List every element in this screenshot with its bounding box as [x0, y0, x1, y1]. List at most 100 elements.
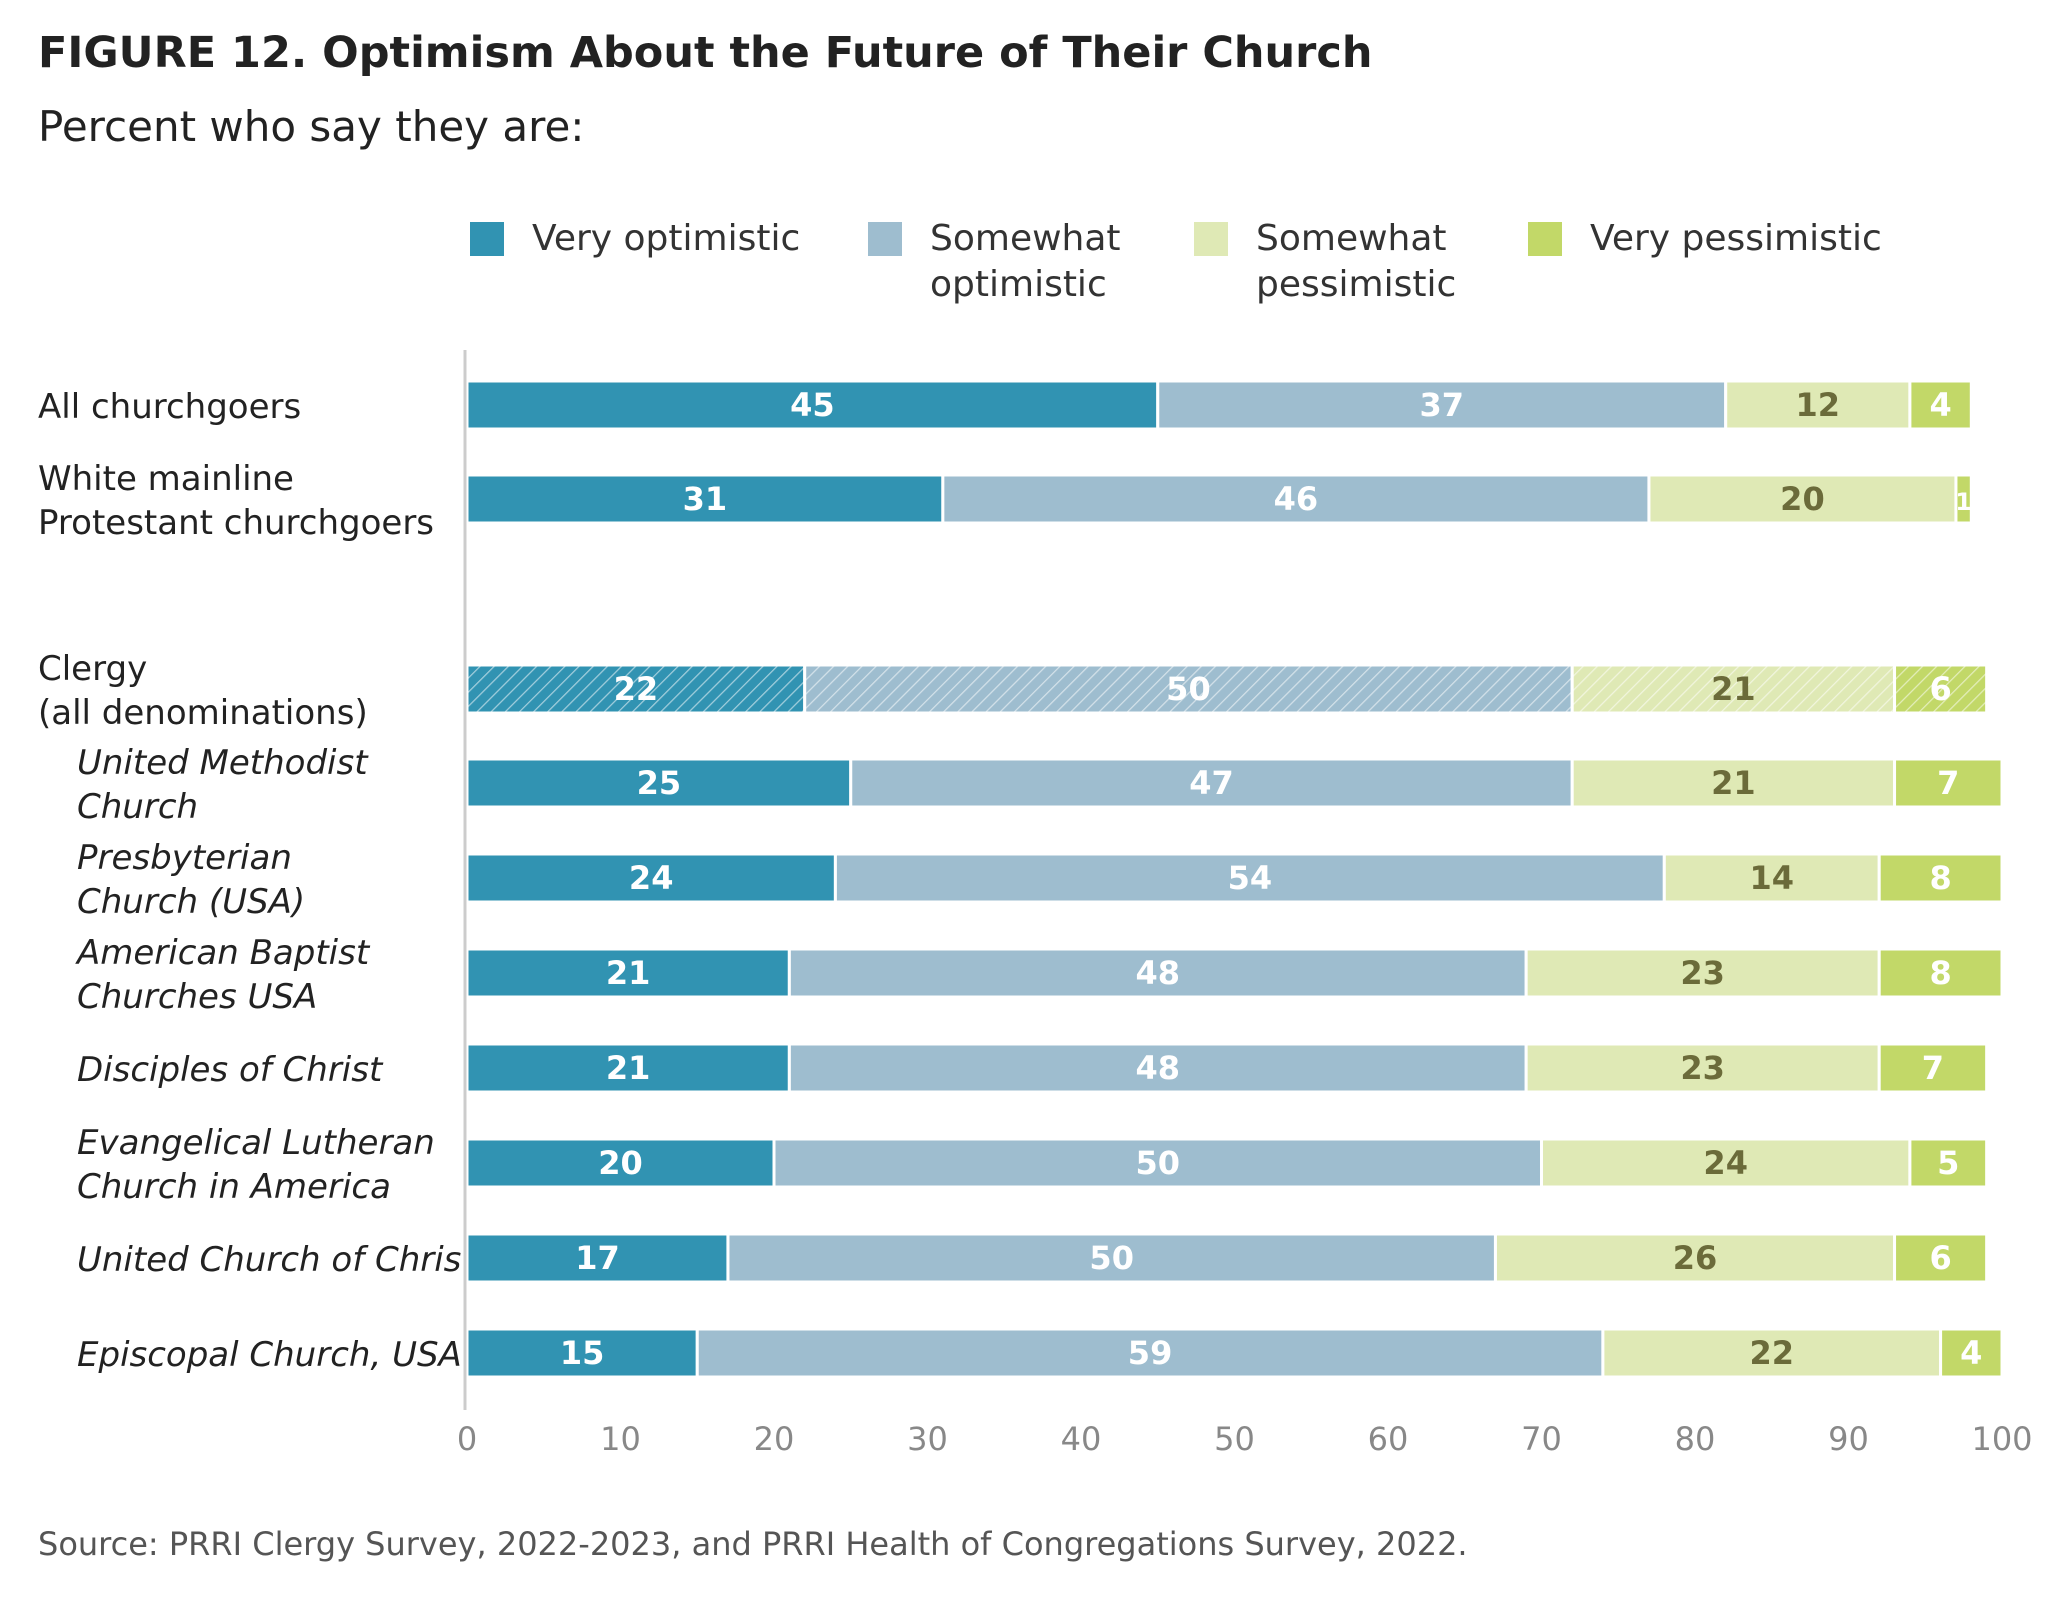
legend-label: Very pessimistic: [1590, 218, 1882, 259]
bar-segment: [465, 1042, 791, 1094]
data-label: 48: [1135, 1049, 1180, 1087]
data-label: 7: [1937, 764, 1959, 802]
legend-label: Somewhat pessimistic: [1256, 218, 1456, 305]
x-tick-label: 100: [1971, 1420, 2032, 1458]
data-label: 17: [575, 1239, 620, 1277]
bar-segment: [1908, 1137, 1989, 1189]
chart-subtitle: Percent who say they are:: [38, 102, 585, 151]
bar-segment: [1877, 1042, 1989, 1094]
bar-segment: [1908, 379, 1973, 431]
data-label: 26: [1673, 1239, 1718, 1277]
x-tick-label: 50: [1214, 1420, 1255, 1458]
x-tick-label: 30: [907, 1420, 948, 1458]
bar-segment: [772, 1137, 1543, 1189]
data-label: 12: [1796, 386, 1841, 424]
data-label: 48: [1135, 954, 1180, 992]
data-label: 37: [1419, 386, 1464, 424]
bar-segment: [465, 379, 1160, 431]
legend-swatch: [470, 222, 504, 256]
source-note: Source: PRRI Clergy Survey, 2022-2023, a…: [38, 1525, 1468, 1563]
bar-segment: [833, 852, 1666, 904]
data-label: 21: [1711, 764, 1756, 802]
data-label: 1: [1955, 488, 1972, 516]
bar-segment: [465, 1232, 730, 1284]
data-label: 7: [1922, 1049, 1944, 1087]
bar-segment: [787, 1042, 1528, 1094]
bar-segment: [465, 473, 945, 525]
data-label: 22: [614, 670, 659, 708]
data-label: 31: [683, 480, 728, 518]
data-label: 20: [1780, 480, 1825, 518]
x-tick-label: 10: [600, 1420, 641, 1458]
bar-hatch: [1572, 665, 1895, 713]
x-axis: 0 10 20 30 40 50 60 70 80 90 100: [457, 350, 2033, 1458]
bar-segment: [465, 757, 853, 809]
data-label: 59: [1128, 1334, 1173, 1372]
legend-label: Somewhat optimistic: [930, 218, 1121, 305]
data-label: 24: [629, 859, 674, 897]
bar-segment: [465, 1137, 776, 1189]
x-tick-label: 80: [1675, 1420, 1716, 1458]
legend-swatch: [868, 222, 902, 256]
bar-segment: [1540, 1137, 1912, 1189]
data-label: 54: [1228, 859, 1273, 897]
category-label: All churchgoers: [38, 387, 301, 427]
data-label: 21: [1711, 670, 1756, 708]
category-label: Evangelical Lutheran Church in America: [77, 1123, 435, 1207]
bar-segment: [1893, 1232, 1989, 1284]
bar-hatch: [804, 665, 1573, 713]
category-label: Episcopal Church, USA: [77, 1335, 462, 1375]
legend-swatch: [1528, 222, 1562, 256]
bar-segment: [465, 1327, 699, 1379]
category-labels: All churchgoers White mainline Protestant …: [38, 387, 476, 1375]
x-tick-label: 0: [457, 1420, 477, 1458]
data-label: 23: [1680, 954, 1725, 992]
bar-segment: [1954, 473, 1973, 525]
data-label: 8: [1929, 859, 1951, 897]
bar-segment: [1893, 757, 2004, 809]
data-label: 25: [637, 764, 682, 802]
bars: 45 37 12 4 31 46 20 1 22 50 21 6 25 4 7 21 7 24 54 14 8 21 48 2…: [465, 379, 2004, 1379]
bar-segment: [465, 947, 791, 999]
category-label: United Methodist Church: [77, 743, 369, 827]
bar-hatch: [1894, 665, 1987, 713]
bar-segment: [1877, 852, 2004, 904]
bar-segment: [787, 947, 1528, 999]
bar-hatch: [467, 665, 805, 713]
bar-segment: [695, 1327, 1605, 1379]
x-tick-label: 90: [1828, 1420, 1869, 1458]
bar-segment: [1647, 473, 1958, 525]
category-label: Disciples of Christ: [77, 1050, 384, 1090]
data-label: 6: [1929, 1239, 1951, 1277]
bar-segment: [1601, 1327, 1943, 1379]
category-label: Clergy (all denominations): [38, 649, 368, 733]
data-label: 23: [1680, 1049, 1725, 1087]
x-tick-label: 20: [754, 1420, 795, 1458]
data-label: 6: [1929, 670, 1951, 708]
legend-swatch: [1194, 222, 1228, 256]
data-label: 50: [1135, 1144, 1180, 1182]
stacked-bar-chart: Very optimistic Somewhat optimistic Somewha…: [38, 218, 2033, 1458]
chart-title: FIGURE 12. Optimism About the Future of …: [38, 28, 1373, 78]
data-label: 45: [790, 386, 835, 424]
data-label: 8: [1929, 954, 1951, 992]
data-label: 50: [1166, 670, 1211, 708]
bar-segment: [465, 852, 837, 904]
data-label: 4: [1929, 386, 1951, 424]
data-label: 5: [1937, 1144, 1959, 1182]
data-label: 46: [1274, 480, 1319, 518]
data-label: 21: [606, 1049, 651, 1087]
bar-segment: [1493, 1232, 1897, 1284]
category-label: United Church of Christ: [77, 1240, 476, 1280]
data-label: 24: [1703, 1144, 1748, 1182]
category-label: Presbyterian Church (USA): [77, 838, 305, 922]
bar-segment: [1524, 1042, 1881, 1094]
data-label: 14: [1749, 859, 1794, 897]
bar-segment: [1939, 1327, 2004, 1379]
bar-segment: [1877, 947, 2004, 999]
category-label: White mainline Protestant churchgoers: [38, 459, 434, 543]
data-label: 4: [1960, 1334, 1982, 1372]
data-label: 20: [598, 1144, 643, 1182]
bar-segment: [849, 757, 1574, 809]
legend-label: Very optimistic: [532, 218, 800, 259]
